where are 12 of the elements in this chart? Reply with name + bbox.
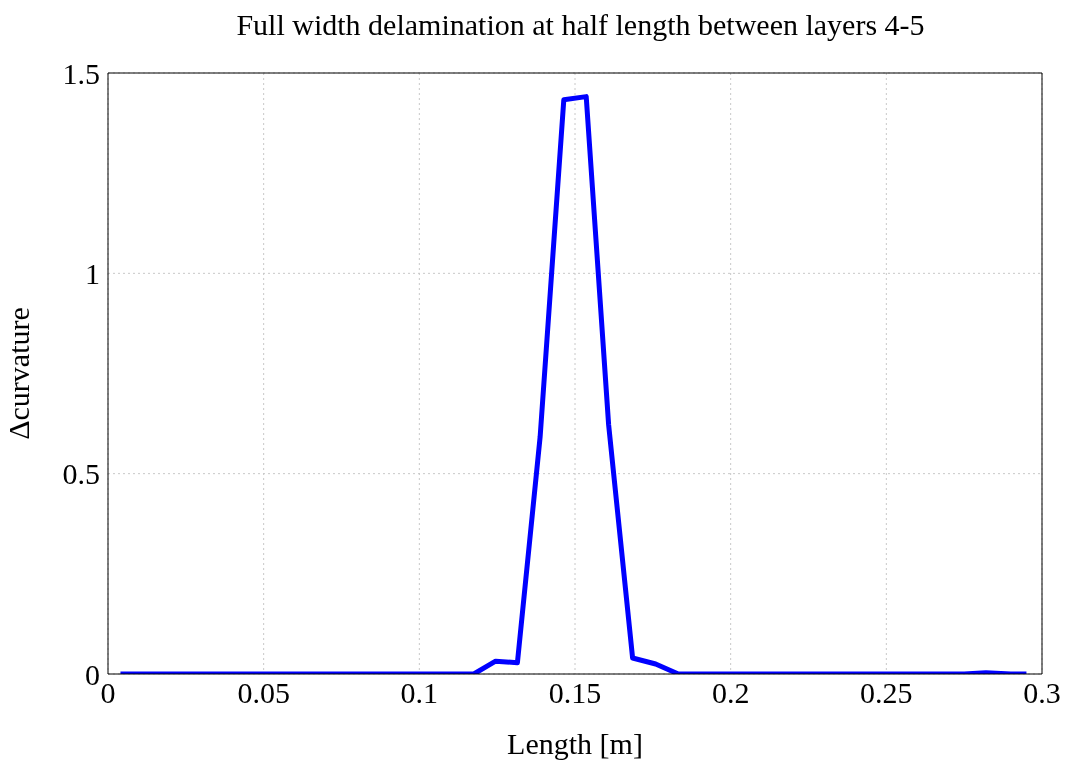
x-tick-label: 0.25 (860, 676, 913, 710)
x-axis-title: Length [m] (507, 727, 643, 760)
chart-title: Full width delamination at half length between layers 4-5 (235, 8, 926, 43)
x-tick-label: 0.2 (711, 676, 750, 710)
y-axis-title: Δcurvature (1, 307, 35, 440)
x-tick-label: 0.1 (400, 676, 439, 710)
y-tick-label: 1.5 (62, 56, 100, 90)
x-tick-label: 0.15 (548, 676, 602, 710)
x-tick-label: 0.05 (237, 676, 290, 710)
y-tick-label: 0.5 (62, 457, 100, 491)
x-tick-label: 0.3 (1023, 676, 1061, 710)
y-tick-label: 1 (85, 256, 100, 290)
